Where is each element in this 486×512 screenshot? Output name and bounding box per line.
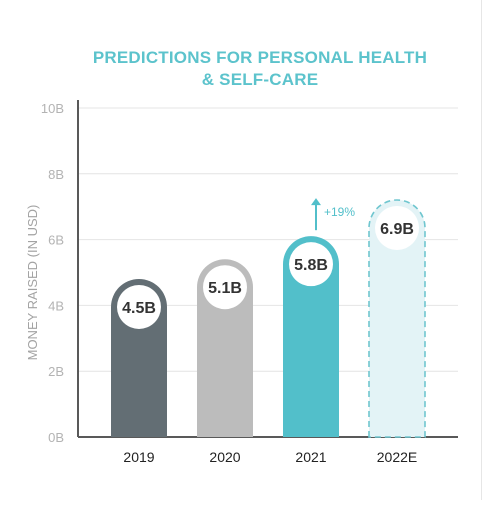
data-label: 5.1B (208, 280, 242, 297)
chart-title-line-2: & SELF-CARE (201, 70, 319, 89)
x-tick-label: 2020 (209, 449, 240, 465)
data-label: 4.5B (122, 300, 156, 317)
data-label-circle (203, 265, 247, 310)
x-tick-label: 2021 (295, 449, 326, 465)
data-label: 6.9B (380, 221, 414, 238)
data-label-circle (375, 205, 419, 250)
x-tick-label: 2022E (377, 449, 417, 465)
page-border (481, 0, 482, 500)
data-label-circle (289, 242, 333, 287)
y-tick-label: 8B (48, 167, 64, 182)
growth-arrow-icon (311, 198, 321, 206)
growth-annotation: +19% (324, 205, 355, 219)
y-tick-label: 10B (41, 101, 64, 116)
y-tick-label: 6B (48, 233, 64, 248)
y-axis-title: MONEY RAISED (IN USD) (25, 205, 40, 361)
y-tick-label: 0B (48, 430, 64, 445)
bar-2021 (283, 236, 339, 437)
x-tick-label: 2019 (123, 449, 154, 465)
data-label-circle (117, 284, 161, 329)
chart-title-line-1: PREDICTIONS FOR PERSONAL HEALTH (92, 48, 428, 67)
y-tick-label: 4B (48, 298, 64, 313)
data-label: 5.8B (294, 257, 328, 274)
y-tick-label: 2B (48, 364, 64, 379)
bar-2022E (368, 199, 426, 438)
